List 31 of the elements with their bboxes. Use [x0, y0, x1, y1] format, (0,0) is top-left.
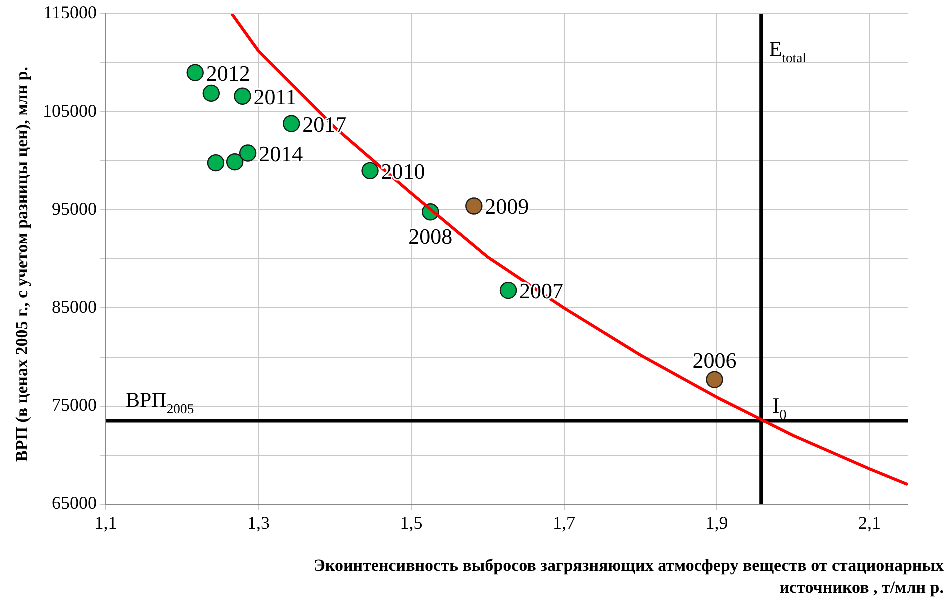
x-tick-label: 1,3 — [248, 512, 270, 533]
point — [706, 371, 724, 388]
y-tick-label: 65000 — [52, 493, 97, 514]
point — [207, 154, 225, 172]
x-tick-label: 1,7 — [553, 512, 576, 533]
y-tick-label: 115000 — [44, 2, 97, 23]
point — [202, 84, 220, 102]
annotation: 2014 — [259, 141, 304, 166]
x-tick-label: 1,5 — [400, 512, 423, 533]
point — [234, 88, 252, 105]
annotation: 2008 — [408, 224, 453, 250]
point — [500, 282, 518, 300]
x-tick-label: 2,1 — [858, 512, 882, 533]
y-tick-label: 75000 — [52, 395, 97, 416]
annotation: 2009 — [485, 194, 530, 220]
annotation: 2006 — [692, 348, 737, 373]
point — [226, 154, 244, 171]
annotation: 2012 — [206, 60, 250, 86]
y-tick-label: 95000 — [52, 198, 97, 219]
y-tick-label: 105000 — [43, 100, 97, 121]
point — [186, 64, 204, 82]
x-tick-label: 1,9 — [706, 512, 728, 533]
x-axis-title: Экоинтенсивность выбросов загрязняющих атмосферу веществ от стационарных источников , т/млн р. — [312, 555, 944, 599]
point — [239, 144, 257, 162]
point — [283, 115, 300, 132]
x-tick-label: 1,1 — [94, 512, 118, 533]
annotation: 2011 — [254, 84, 297, 110]
y-axis-title: ВРП (в ценах 2005 г., с учетом разницы цен), млн р. — [12, 66, 32, 464]
y-tick-label: 85000 — [52, 296, 97, 317]
point — [362, 162, 379, 180]
point — [466, 198, 483, 215]
